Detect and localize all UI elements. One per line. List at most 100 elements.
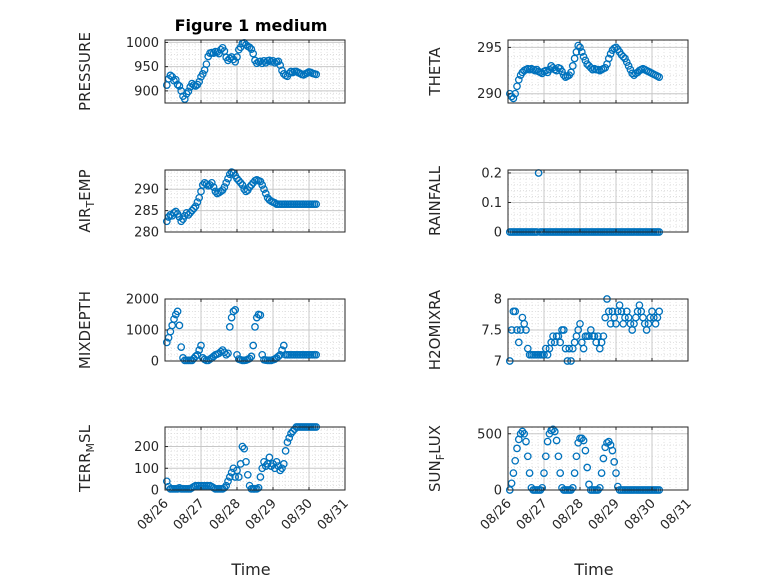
- data-point: [608, 446, 617, 455]
- x-tick-label: 08/31: [315, 496, 352, 533]
- data-point: [556, 338, 565, 347]
- data-point: [209, 49, 218, 57]
- data-point: [594, 332, 602, 341]
- data-point: [570, 469, 579, 477]
- y-tick-label: 0: [151, 355, 159, 370]
- y-axis-label: AIRTEMP: [76, 169, 97, 232]
- data-point: [195, 77, 204, 86]
- data-point: [225, 473, 234, 481]
- x-tick-label: 08/30: [279, 496, 316, 533]
- figure-title: Figure 1 medium: [175, 16, 328, 35]
- data-point: [198, 181, 207, 189]
- data-point: [581, 56, 590, 65]
- data-point: [511, 456, 520, 465]
- data-point: [514, 338, 523, 347]
- data-point: [604, 54, 613, 63]
- data-point: [170, 315, 178, 323]
- data-point: [171, 75, 180, 84]
- x-tick-label: 08/31: [658, 496, 695, 533]
- data-point: [191, 202, 200, 211]
- data-point: [258, 181, 267, 189]
- data-point: [222, 178, 231, 187]
- data-point: [604, 307, 613, 316]
- y-axis-label: TERRMSL: [76, 424, 97, 493]
- data-point: [211, 187, 220, 196]
- data-point: [285, 434, 294, 442]
- data-point: [189, 204, 198, 213]
- data-point: [173, 307, 182, 316]
- data-point: [162, 217, 171, 226]
- data-point: [617, 307, 626, 316]
- y-tick-label: 500: [477, 427, 502, 442]
- data-point: [243, 470, 252, 479]
- x-tick-label: 08/29: [243, 496, 280, 533]
- y-tick-label: 0: [494, 226, 502, 241]
- y-tick-label: 1000: [126, 36, 159, 51]
- data-point: [177, 217, 186, 226]
- subplot-mixdepth: 0 1000 2000 MIXDEPTH: [76, 291, 346, 370]
- data-point: [522, 437, 530, 446]
- y-axis-label: MIXDEPTH: [76, 291, 94, 369]
- data-point: [579, 52, 588, 61]
- data-point: [278, 346, 286, 354]
- data-point: [626, 65, 635, 74]
- axes-box: [507, 169, 689, 233]
- x-axis-label-left: Time: [230, 560, 270, 579]
- data-point: [173, 80, 182, 89]
- data-point: [265, 453, 274, 462]
- data-point: [568, 483, 577, 492]
- data-point: [516, 326, 525, 334]
- axes-box: [164, 39, 346, 104]
- y-tick-label: 2000: [126, 293, 159, 308]
- data-point: [247, 352, 256, 361]
- data-point: [272, 457, 281, 466]
- data-point: [511, 307, 520, 316]
- data-point: [509, 469, 518, 477]
- data-point: [655, 73, 664, 81]
- data-point: [225, 54, 234, 63]
- data-point: [202, 60, 211, 69]
- x-tick-label: 08/28: [550, 496, 587, 533]
- data-point: [220, 483, 229, 492]
- data-point: [606, 319, 615, 328]
- data-point: [576, 319, 584, 328]
- data-point: [583, 463, 592, 472]
- y-tick-label: 280: [134, 226, 159, 241]
- data-point: [540, 469, 548, 477]
- data-point: [599, 332, 608, 341]
- x-tick-label: 08/26: [135, 496, 172, 533]
- data-point: [269, 56, 277, 65]
- data-point: [216, 45, 225, 54]
- data-point: [209, 183, 218, 191]
- data-point: [595, 483, 604, 492]
- data-point: [568, 62, 577, 70]
- data-point: [260, 56, 268, 65]
- data-point: [175, 321, 184, 330]
- data-point: [234, 473, 243, 481]
- data-point: [261, 189, 270, 198]
- data-point: [599, 454, 608, 463]
- data-point: [202, 180, 211, 188]
- data-point: [274, 352, 283, 361]
- data-point: [198, 70, 207, 78]
- data-point: [240, 444, 249, 453]
- data-point: [166, 71, 175, 80]
- data-point: [572, 452, 581, 461]
- data-point: [601, 313, 610, 322]
- data-point: [283, 438, 292, 447]
- x-tick-label: 08/27: [171, 496, 208, 533]
- y-tick-label: 290: [477, 87, 502, 102]
- data-point: [619, 52, 628, 61]
- data-point: [545, 65, 554, 74]
- y-axis-label: H2OMIXRA: [426, 289, 444, 370]
- data-point: [225, 323, 234, 331]
- data-point: [513, 444, 521, 453]
- x-tick-label: 08/29: [586, 496, 623, 533]
- data-point: [565, 344, 574, 353]
- data-point: [170, 208, 178, 217]
- axes-box: [164, 169, 346, 233]
- data-point: [579, 436, 588, 445]
- axes-box: [507, 426, 689, 491]
